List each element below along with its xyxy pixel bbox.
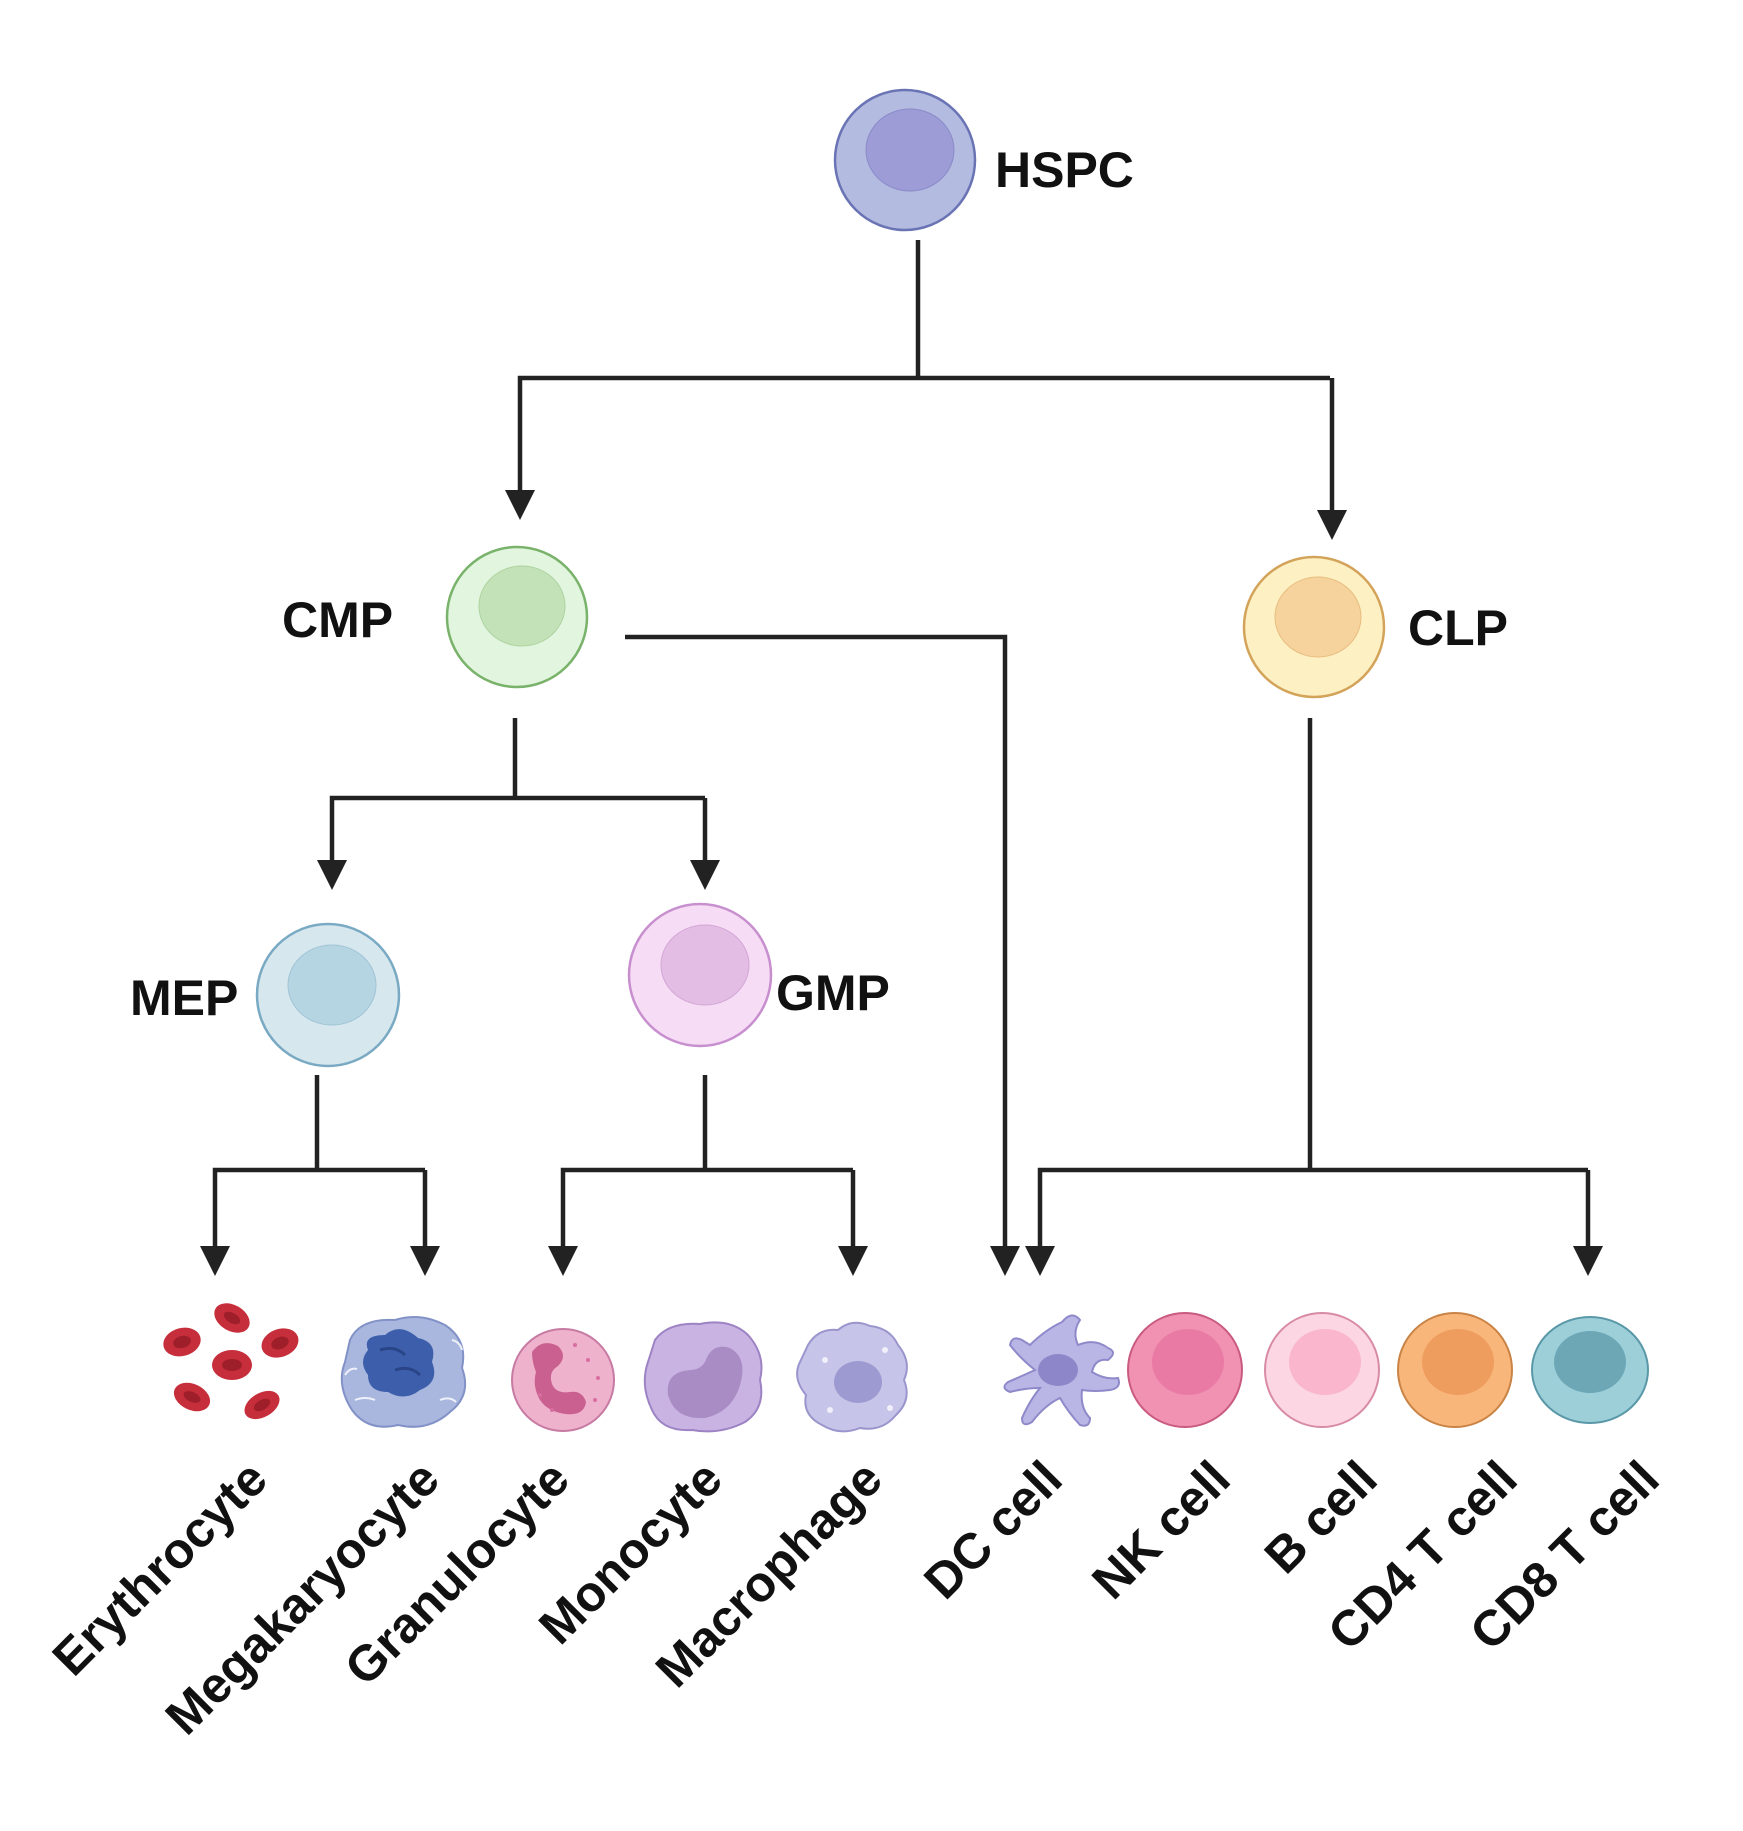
arrow-cmp-to-dc <box>990 1246 1020 1276</box>
nk-nucleus <box>1152 1329 1224 1395</box>
arrow-to-gmp <box>690 860 720 890</box>
arrow-to-cd8 <box>1573 1246 1603 1276</box>
erythrocyte-icon <box>163 1303 299 1420</box>
hspc-nucleus <box>865 108 955 192</box>
arrow-to-macrophage <box>838 1246 868 1276</box>
gmp-label: GMP <box>776 965 890 1021</box>
node-gmp: GMP <box>627 902 890 1048</box>
arrow-to-cmp <box>505 490 535 520</box>
edge-clp-split <box>1037 1167 1591 1248</box>
clp-nucleus <box>1274 576 1362 658</box>
cell-erythrocyte <box>163 1303 299 1420</box>
cmp-nucleus <box>478 565 566 647</box>
monocyte-icon <box>643 1321 763 1433</box>
connectors <box>200 240 1603 1276</box>
clp-label: CLP <box>1408 600 1508 656</box>
cell-granulocyte <box>511 1328 615 1432</box>
arrow-clp-to-dc <box>1025 1246 1055 1276</box>
cell-cd8 <box>1531 1316 1649 1424</box>
cmp-label: CMP <box>282 592 393 648</box>
arrow-to-mep <box>317 860 347 890</box>
arrow-to-granulocyte <box>548 1246 578 1276</box>
arrow-to-clp <box>1317 510 1347 540</box>
node-hspc: HSPC <box>833 88 1134 232</box>
cd4-nucleus <box>1422 1329 1494 1395</box>
cell-dc <box>1003 1314 1120 1427</box>
mep-label: MEP <box>130 970 238 1026</box>
cell-b <box>1264 1312 1380 1428</box>
gmp-nucleus <box>660 924 750 1006</box>
label-nk-cell: NK cell <box>1081 1450 1240 1609</box>
label-b-cell: B cell <box>1254 1450 1388 1584</box>
arrow-to-megakaryocyte <box>410 1246 440 1276</box>
edge-hspc-to-cmp <box>517 375 1330 492</box>
edge-cmp-to-mep-gmp <box>329 795 708 862</box>
label-dc-cell: DC cell <box>913 1450 1072 1609</box>
mep-nucleus <box>287 944 377 1026</box>
cell-megakaryocyte <box>340 1315 466 1428</box>
granulocyte-icon <box>511 1328 615 1432</box>
cell-nk <box>1127 1312 1243 1428</box>
cd8-nucleus <box>1554 1331 1626 1393</box>
dc-cell-icon <box>1003 1314 1120 1427</box>
node-mep: MEP <box>130 922 401 1068</box>
cell-labels: Erythrocyte Megakaryocyte Granulocyte Mo… <box>42 1450 1670 1745</box>
arrow-to-erythrocyte <box>200 1246 230 1276</box>
label-granulocyte: Granulocyte <box>334 1450 580 1696</box>
b-nucleus <box>1289 1329 1361 1395</box>
edge-mep-split <box>212 1167 428 1248</box>
hspc-label: HSPC <box>995 142 1134 198</box>
megakaryocyte-icon <box>340 1315 466 1428</box>
cell-monocyte <box>643 1321 763 1433</box>
cell-macrophage <box>796 1321 908 1433</box>
node-clp: CLP <box>1242 555 1508 699</box>
edge-gmp-split <box>560 1167 856 1248</box>
macrophage-icon <box>796 1321 908 1433</box>
cell-cd4 <box>1397 1312 1513 1428</box>
node-cmp: CMP <box>282 545 589 689</box>
edge-cmp-to-dc <box>625 634 1008 1248</box>
